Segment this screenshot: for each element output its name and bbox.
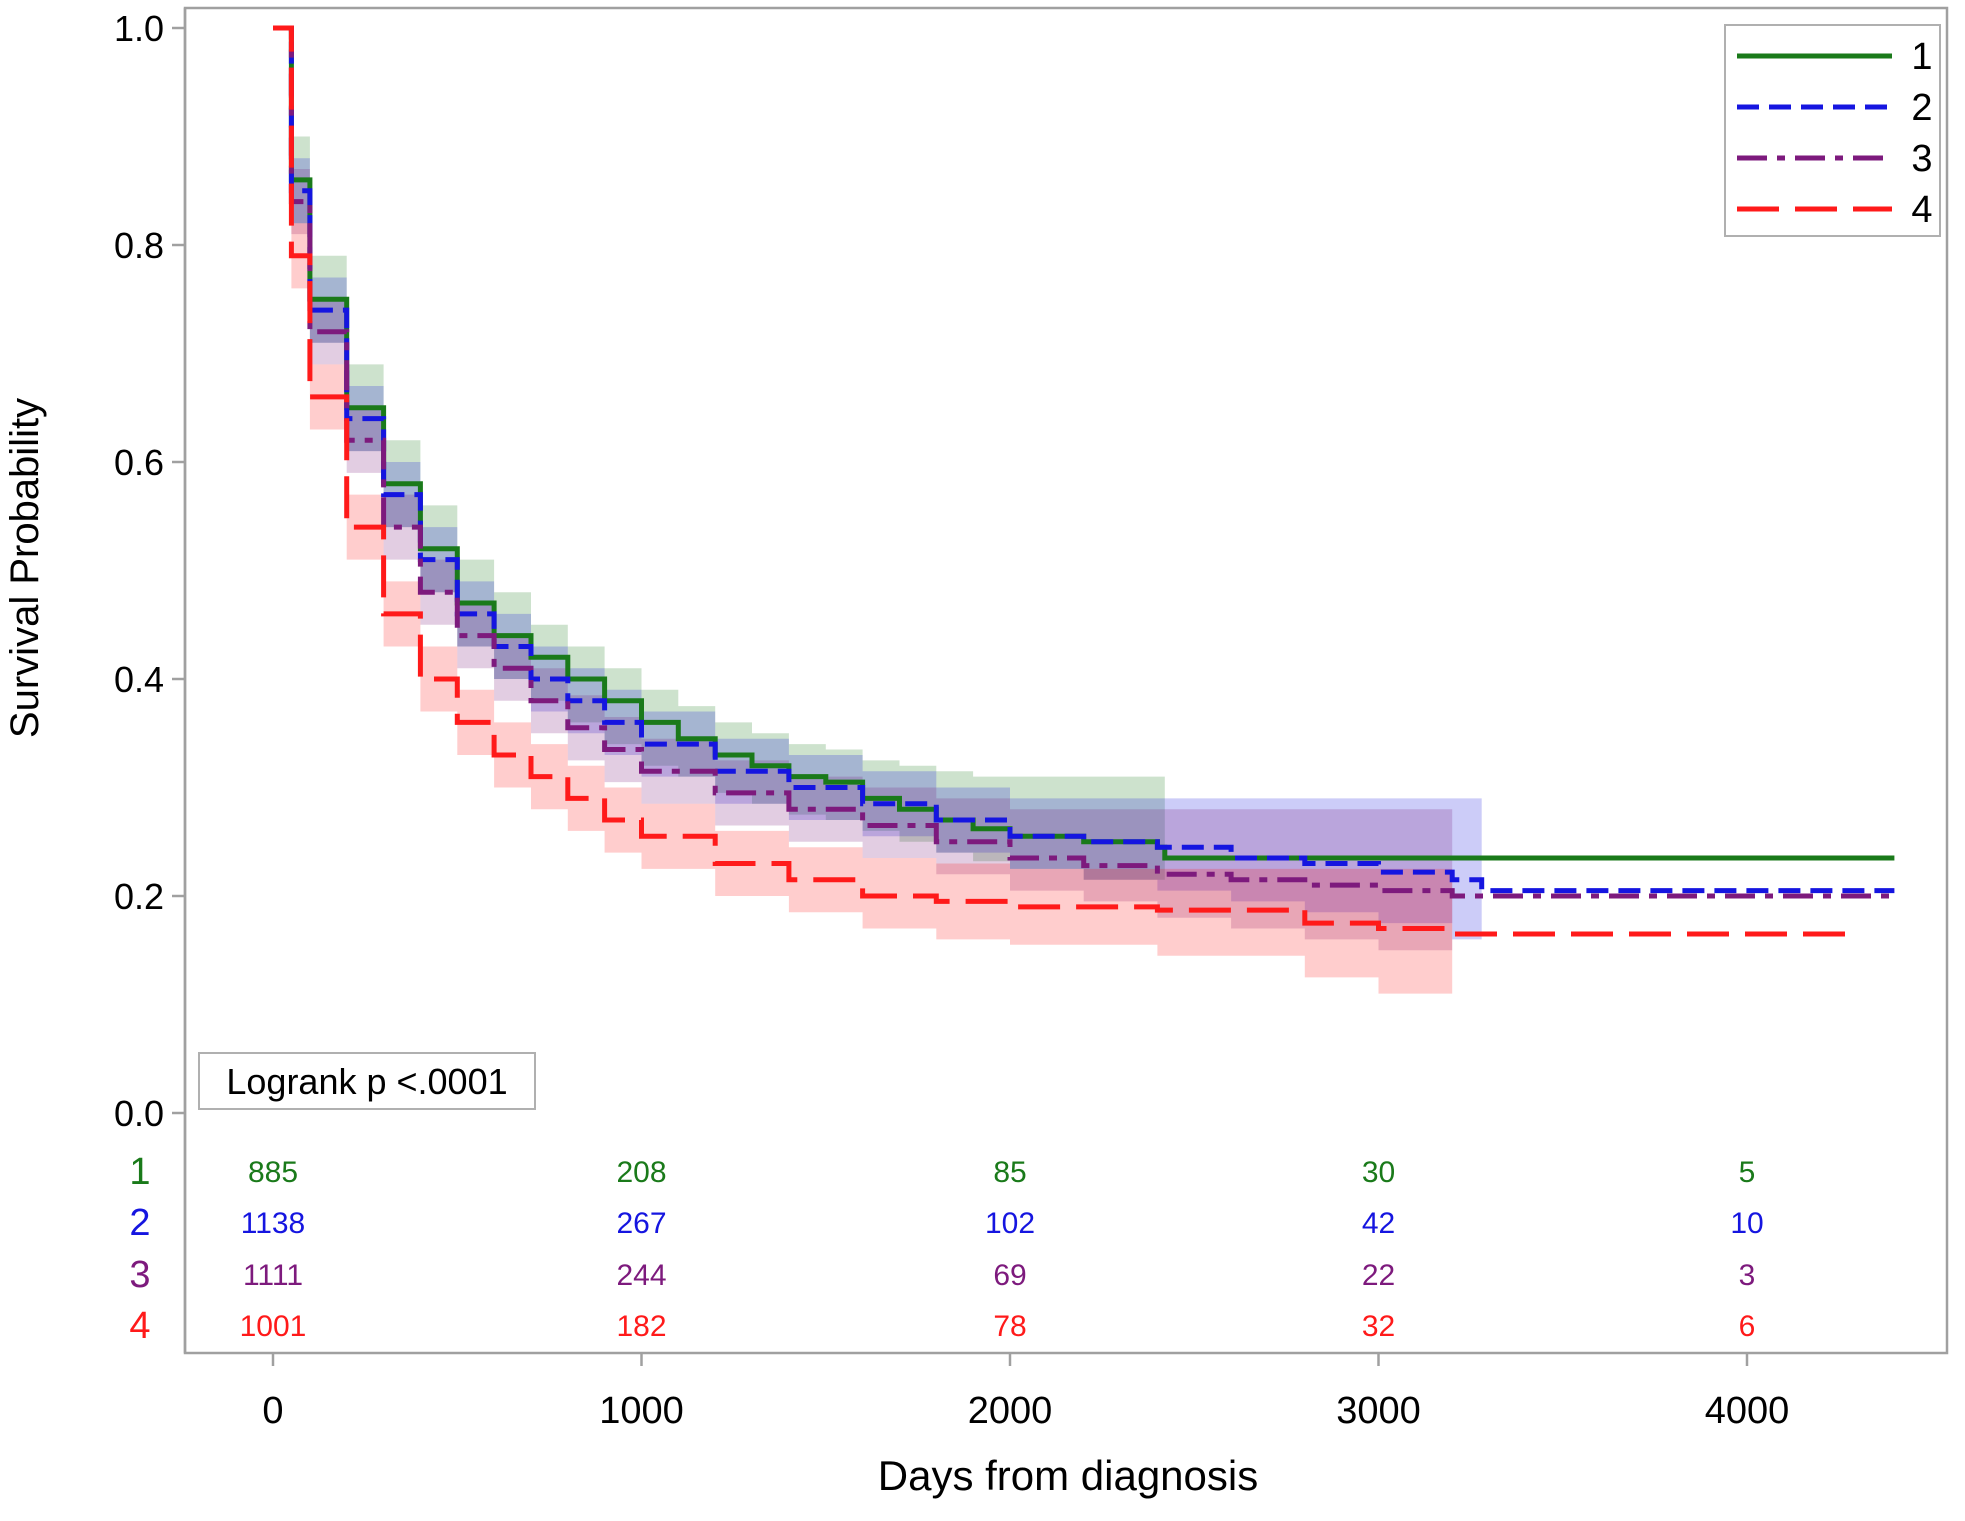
at-risk-count: 182 [616,1310,666,1343]
x-tick-label: 2000 [968,1390,1053,1432]
at-risk-group-label: 4 [129,1305,150,1347]
at-risk-count: 1111 [243,1259,303,1292]
y-tick-label: 1.0 [114,8,164,49]
at-risk-count: 22 [1362,1259,1395,1292]
y-tick-label: 0.8 [114,225,164,266]
legend-label-4: 4 [1911,189,1932,231]
at-risk-count: 42 [1362,1207,1395,1240]
at-risk-group-label: 1 [129,1151,150,1193]
annotation-text: Logrank p <.0001 [226,1061,507,1102]
ci-band-4 [273,28,1453,1005]
legend: 1 2 3 4 [1724,24,1941,237]
legend-label-2: 2 [1911,87,1932,129]
x-tick-label: 4000 [1705,1390,1790,1432]
x-axis-label: Days from diagnosis [878,1452,1258,1499]
x-tick-label: 1000 [599,1390,684,1432]
survival-curves [273,25,1895,937]
at-risk-count: 69 [993,1259,1026,1292]
at-risk-count: 5 [1739,1156,1756,1189]
at-risk-table: 1 885 208 85 30 5 2 1138 267 102 42 10 3 1111 244 69 22 3… [129,1151,1763,1347]
ci-band-3 [273,28,1453,983]
at-risk-count: 267 [616,1207,666,1240]
at-risk-count: 1001 [240,1310,307,1343]
at-risk-count: 885 [248,1156,298,1189]
at-risk-count: 208 [616,1156,666,1189]
annotation-box [198,1052,536,1110]
survival-curve-3 [273,25,1895,899]
x-tick-label: 3000 [1336,1390,1421,1432]
at-risk-count: 1138 [241,1207,306,1240]
y-tick-label: 0.6 [114,442,164,483]
at-risk-group-label: 3 [129,1254,150,1296]
at-risk-count: 6 [1739,1310,1756,1343]
y-tick-label: 0.2 [114,876,164,917]
x-axis: 0 1000 2000 3000 4000 [262,1353,1789,1432]
at-risk-count: 85 [993,1156,1026,1189]
survival-curve-4 [273,25,1858,937]
y-axis-label: Survival Probability [3,398,47,738]
at-risk-count: 244 [616,1259,666,1292]
at-risk-count: 30 [1362,1156,1395,1189]
legend-box [1724,24,1941,237]
at-risk-count: 102 [985,1207,1035,1240]
at-risk-group-label: 2 [129,1202,150,1244]
x-tick-label: 0 [262,1390,283,1432]
logrank-annotation: Logrank p <.0001 [198,1052,536,1110]
ci-band-1 [273,28,1165,886]
y-tick-label: 0.4 [114,659,164,700]
at-risk-count: 78 [993,1310,1026,1343]
at-risk-count: 32 [1362,1310,1395,1343]
at-risk-count: 3 [1739,1259,1756,1292]
legend-label-3: 3 [1911,138,1932,180]
at-risk-count: 10 [1730,1207,1763,1240]
legend-label-1: 1 [1911,36,1932,78]
y-tick-label: 0.0 [114,1093,164,1134]
y-axis: 0.0 0.2 0.4 0.6 0.8 1.0 [114,8,185,1134]
